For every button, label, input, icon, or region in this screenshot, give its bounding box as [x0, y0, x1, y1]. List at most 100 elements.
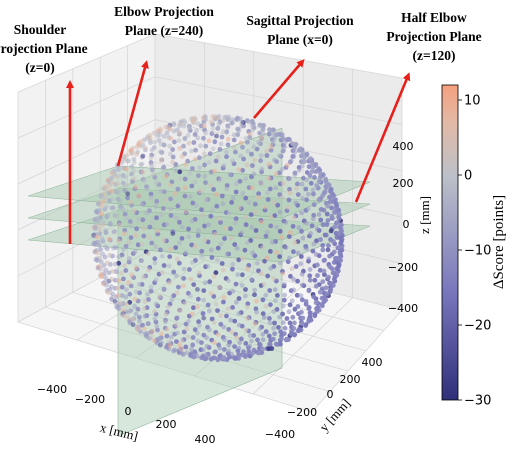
data-point: [306, 191, 311, 197]
data-point: [125, 195, 130, 201]
data-point: [104, 282, 109, 288]
data-point: [303, 299, 309, 304]
data-point: [311, 212, 317, 218]
data-point: [208, 119, 214, 125]
data-point: [310, 248, 316, 254]
data-point: [148, 284, 154, 290]
data-point: [236, 322, 242, 328]
data-point: [158, 212, 164, 218]
data-point: [139, 258, 145, 264]
data-point: [172, 347, 178, 353]
data-point: [182, 176, 188, 182]
data-point: [312, 277, 318, 283]
data-point: [260, 297, 266, 303]
data-point: [263, 233, 269, 239]
data-point: [239, 123, 245, 129]
data-point: [299, 181, 305, 187]
data-point: [199, 207, 204, 213]
data-point: [98, 266, 104, 272]
data-point: [173, 168, 179, 173]
data-point: [183, 162, 188, 168]
data-point: [119, 284, 125, 290]
annotation-line: (z=0): [25, 60, 54, 75]
data-point: [289, 298, 295, 304]
data-point: [207, 327, 212, 333]
data-point: [314, 226, 320, 232]
data-point: [151, 130, 157, 136]
data-point: [168, 151, 173, 157]
data-point: [210, 206, 216, 212]
data-point: [261, 315, 267, 320]
data-point: [201, 288, 207, 293]
annotation-line: Shoulder: [14, 22, 67, 37]
data-point: [152, 309, 158, 314]
data-point: [295, 304, 301, 309]
data-point: [277, 228, 283, 234]
y-tick: 400: [362, 356, 383, 369]
data-point: [166, 339, 172, 344]
data-point: [173, 215, 179, 221]
data-point: [232, 344, 238, 349]
data-point: [246, 119, 252, 125]
data-point: [211, 187, 217, 192]
data-point: [123, 166, 129, 172]
data-point: [190, 200, 196, 206]
data-point: [326, 274, 331, 280]
data-point: [272, 320, 277, 326]
data-point: [133, 233, 139, 238]
data-point: [195, 135, 201, 141]
data-point: [230, 158, 235, 164]
data-point: [260, 311, 266, 317]
data-point: [117, 198, 123, 204]
data-point: [266, 333, 272, 339]
colorbar: 10 0 −10 −20 −30 ΔScore [points]: [441, 84, 507, 409]
data-point: [333, 197, 338, 203]
data-point: [316, 166, 322, 172]
data-point: [271, 200, 277, 205]
data-point: [267, 127, 273, 133]
data-point: [210, 114, 216, 119]
data-point: [154, 180, 160, 186]
x-tick: 0: [125, 405, 132, 418]
data-point: [291, 249, 296, 255]
data-point: [264, 148, 270, 154]
data-point: [258, 271, 264, 277]
data-point: [313, 300, 319, 306]
data-point: [106, 179, 112, 185]
data-point: [190, 354, 195, 359]
data-point: [231, 355, 237, 360]
data-point: [112, 172, 117, 177]
data-point: [155, 327, 160, 333]
data-point: [202, 223, 207, 229]
data-point: [126, 309, 132, 315]
data-point: [229, 200, 235, 205]
data-point: [120, 307, 126, 313]
data-point: [148, 288, 154, 294]
data-point: [122, 211, 128, 217]
data-point: [292, 306, 298, 312]
data-point: [292, 320, 297, 326]
data-point: [295, 250, 301, 256]
data-point: [242, 293, 248, 299]
data-point: [146, 297, 151, 302]
data-point: [267, 341, 272, 347]
data-point: [288, 331, 294, 337]
data-point: [139, 242, 145, 247]
grid-line: [154, 119, 403, 172]
point-cloud: [91, 113, 345, 363]
data-point: [307, 310, 313, 316]
data-point: [289, 266, 295, 271]
data-point: [310, 160, 315, 166]
y-tick: 200: [340, 373, 361, 386]
data-point: [306, 288, 312, 294]
data-point: [278, 329, 284, 335]
data-point: [288, 273, 293, 279]
data-point: [265, 190, 270, 196]
data-point: [253, 228, 259, 233]
data-point: [209, 131, 215, 137]
data-point: [271, 325, 276, 331]
data-point: [338, 226, 344, 232]
data-point: [329, 191, 335, 196]
data-point: [154, 215, 159, 221]
data-point: [204, 197, 209, 203]
